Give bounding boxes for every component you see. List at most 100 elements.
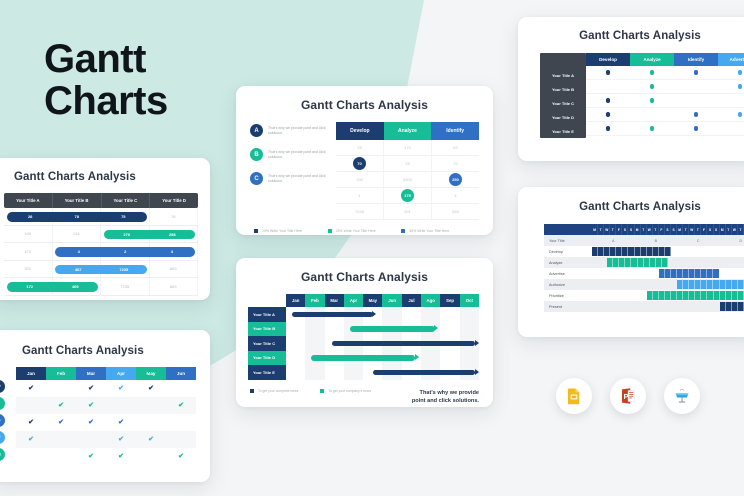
table-cell: 470 <box>4 243 53 260</box>
slide6-day-label: F <box>616 224 623 235</box>
gantt-tick <box>647 246 653 257</box>
gantt-tick <box>726 279 732 290</box>
search-icon[interactable]: ⌕ <box>0 397 5 410</box>
gantt-row: Prioritize <box>544 290 744 301</box>
target-icon[interactable]: ◎ <box>0 448 5 461</box>
slide3-legend-item: C That's why we provide point and click s… <box>250 172 328 185</box>
export-format-icons: P <box>556 378 700 414</box>
gridline <box>286 365 305 380</box>
upload-icon[interactable]: ↗ <box>0 431 5 444</box>
gantt-pill-label: 4 <box>170 249 173 255</box>
slide6-day-label: M <box>677 224 684 235</box>
gantt-track <box>286 307 479 322</box>
table-cell: ✔ <box>106 448 136 465</box>
table-cell <box>630 94 674 107</box>
slide2-icon-column: ↻ ⌕ ➦ ↗ ◎ <box>0 380 5 465</box>
slide3-legend: 20% Write Your Title Here 25% Write Your … <box>254 229 475 233</box>
gantt-tick <box>598 246 605 257</box>
slide3-table-body: 28 170 63 70 28 70 190 6500 250 1 175 4 7035 391 869 <box>336 140 479 220</box>
slide6-title: Gantt Charts Analysis <box>579 201 701 213</box>
legend-swatch <box>327 229 332 233</box>
table-cell <box>136 448 166 465</box>
slide4-month-header: Jan <box>286 294 306 307</box>
gantt-track <box>592 268 744 279</box>
slide5-column-header: DevelopAnalyzeIdentifyAdvertise <box>586 53 744 66</box>
slide-thumbnail-monthly-gantt[interactable]: Gantt Charts Analysis Jan Feb Mar Apr May Jun… <box>236 258 493 407</box>
google-slides-icon[interactable] <box>556 378 592 414</box>
check-icon: ✔ <box>28 436 34 443</box>
slide4-title: Gantt Charts Analysis <box>300 270 429 284</box>
gantt-tick <box>701 268 708 279</box>
check-icon: ✔ <box>88 385 94 392</box>
gantt-pill-label: 467 <box>74 266 82 272</box>
powerpoint-icon[interactable]: P <box>610 378 646 414</box>
gantt-tick <box>644 257 650 268</box>
gantt-tick <box>707 279 714 290</box>
table-cell: 250 <box>432 172 479 187</box>
gantt-tick <box>677 279 684 290</box>
gantt-pill-bar: 172 469 <box>6 282 99 292</box>
table-cell <box>674 80 718 93</box>
gantt-pill-bar: 4 2 4 <box>55 247 196 257</box>
table-cell <box>76 431 106 448</box>
gantt-tick <box>662 257 668 268</box>
slide5-column-header: Develop <box>586 53 630 66</box>
slide2-month-header: Mar <box>76 367 106 380</box>
gantt-row-label: Your Title C <box>248 336 286 351</box>
keynote-icon[interactable] <box>664 378 700 414</box>
page-title: Gantt Charts <box>44 38 168 122</box>
gridline <box>305 336 325 351</box>
table-row: 7035 391 869 <box>336 204 479 220</box>
slide3-column-header: Identify <box>431 122 480 140</box>
table-cell <box>586 94 630 107</box>
slide5-column-header: Analyze <box>630 53 674 66</box>
table-cell <box>674 94 718 107</box>
slide-thumbnail-dot-matrix[interactable]: Gantt Charts Analysis Your Title A Your T… <box>518 17 744 161</box>
share-icon[interactable]: ➦ <box>0 414 5 427</box>
legend-label: 55% Write Your Title Here <box>409 229 450 233</box>
table-row: ✔ ✔ ✔ ✔ <box>16 380 196 397</box>
table-cell: ✔ <box>106 414 136 431</box>
table-cell <box>718 122 744 135</box>
gantt-row-label: Present <box>549 304 563 309</box>
gantt-row-label: Develop <box>549 249 563 254</box>
gantt-tick <box>638 257 644 268</box>
gantt-tick <box>689 279 696 290</box>
table-cell: ✔ <box>106 431 136 448</box>
gantt-row: Develop <box>544 246 744 257</box>
gantt-row-label: Prioritize <box>549 293 564 298</box>
gantt-bar <box>291 310 377 317</box>
gantt-pill-label: 28 <box>27 214 33 220</box>
gantt-bar <box>646 290 744 301</box>
gantt-pill-label: 172 <box>26 284 34 290</box>
table-row: 28787576287875 <box>4 208 198 226</box>
slide-thumbnail-abc-table[interactable]: Gantt Charts Analysis A That's why we pro… <box>236 86 493 235</box>
status-dot <box>605 112 611 117</box>
status-dot <box>693 126 699 131</box>
legend-item: 55% Write Your Title Here <box>401 229 475 233</box>
gantt-bar <box>607 257 668 268</box>
slide-thumbnail-table-bars[interactable]: Gantt Charts Analysis Your Title A Your T… <box>0 158 210 300</box>
table-row: 1 175 4 <box>336 188 479 204</box>
slide3-item-text: That's why we provide point and click so… <box>268 174 326 184</box>
table-cell: ✔ <box>46 414 76 431</box>
gantt-tick <box>604 246 611 257</box>
table-cell <box>166 431 196 448</box>
gantt-pill-label: 4 <box>77 249 80 255</box>
gantt-pill-label: 2 <box>124 249 127 255</box>
slide-thumbnail-month-checklist[interactable]: Gantt Charts Analysis ↻ ⌕ ➦ ↗ ◎ JanFebMarApr… <box>0 330 210 482</box>
table-cell: 6500 <box>384 172 432 187</box>
slide6-day-label: S <box>714 224 720 235</box>
gantt-bar <box>677 279 744 290</box>
hero-line-2: Charts <box>44 79 168 123</box>
legend-label: To get your complete news <box>258 388 299 393</box>
gantt-tick <box>683 290 690 301</box>
check-icon: ✔ <box>88 402 94 409</box>
refresh-icon[interactable]: ↻ <box>0 380 5 393</box>
gantt-pill-label: 270 <box>123 231 131 237</box>
gantt-row-label: Authorize <box>549 282 566 287</box>
check-icon: ✔ <box>118 419 124 426</box>
slide6-day-label: T <box>726 224 732 235</box>
slide6-day-label: W <box>647 224 653 235</box>
